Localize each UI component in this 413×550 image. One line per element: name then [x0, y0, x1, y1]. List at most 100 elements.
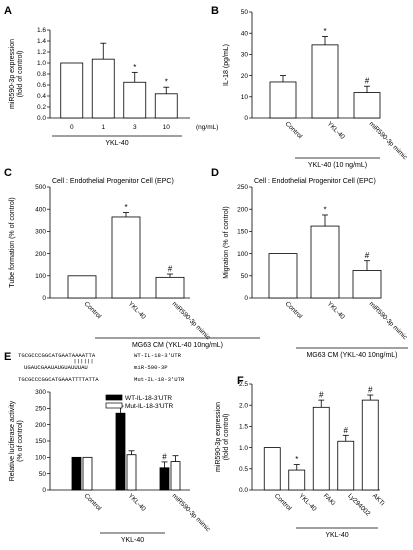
group-label: YKL-40	[105, 140, 128, 147]
y-axis-title: (fold of control)	[223, 414, 230, 461]
y-tick-label: 150	[237, 229, 248, 236]
x-tick-label: YKL-40	[326, 300, 347, 321]
x-tick-label: AKTi	[371, 492, 386, 507]
y-tick-label: 300	[35, 389, 46, 396]
y-tick-label: 30	[241, 52, 249, 59]
panel-d: D Cell : Endothelial Progenitor Cell (EPC…	[211, 167, 409, 359]
y-axis-title: IL-18 (pg/mL)	[223, 44, 230, 86]
y-tick-label: 0	[244, 115, 248, 122]
significance-mark: #	[365, 251, 370, 260]
x-tick-label: miR590-3p mimic	[171, 300, 212, 341]
x-tick-label: miR590-3p mimic	[171, 492, 212, 533]
y-tick-label: 10	[241, 94, 249, 101]
bar	[67, 275, 97, 299]
bar	[155, 276, 185, 299]
panel-e: E TGCGCCCGGCATGAATAAAATTA WT-IL-18-3'UTR UG…	[4, 351, 212, 544]
significance-mark: *	[119, 397, 122, 406]
y-tick-label: 50	[39, 471, 47, 478]
bar	[60, 62, 84, 119]
legend-label: WT-IL-18-3'UTR	[125, 395, 172, 402]
x-tick-label: 0	[70, 124, 74, 131]
y-tick-label: 1.5	[239, 424, 248, 431]
x-tick-label: 1	[101, 124, 105, 131]
bar	[288, 469, 306, 491]
y-tick-label: 1.0	[37, 60, 46, 67]
y-tick-label: 0.8	[37, 71, 46, 78]
y-tick-label: 300	[35, 229, 46, 236]
bar	[126, 454, 137, 491]
x-unit-label: (ng/mL)	[196, 124, 218, 131]
significance-mark: *	[295, 455, 298, 464]
bar	[111, 216, 141, 299]
y-tick-label: 250	[35, 406, 46, 413]
bar	[310, 225, 340, 299]
x-tick-label: miR590-3p mimic	[368, 300, 409, 341]
y-tick-label: 400	[35, 206, 46, 213]
x-tick-label: Control	[83, 300, 103, 320]
legend-swatch	[105, 394, 123, 401]
bar	[82, 456, 93, 491]
significance-mark: #	[168, 265, 173, 274]
y-tick-label: 500	[35, 184, 46, 191]
y-tick-label: 200	[35, 422, 46, 429]
bar	[263, 447, 281, 491]
y-tick-label: 200	[35, 251, 46, 258]
y-tick-label: 2.5	[239, 381, 248, 388]
y-axis-title: Migration (% of control)	[223, 206, 230, 278]
significance-mark: *	[165, 78, 168, 87]
significance-mark: #	[162, 452, 167, 461]
panel-b: B 0 10 20 30 40 50 IL-18 (pg/mL) Control * YKL-40 #…	[211, 5, 409, 169]
panel-label: D	[211, 167, 219, 179]
group-label: YKL-40 (10 ng/mL)	[308, 162, 367, 169]
bar	[115, 412, 126, 491]
bar	[353, 92, 381, 119]
bar	[170, 461, 181, 491]
y-tick-label: 20	[241, 73, 249, 80]
y-tick-label: 0.2	[37, 104, 46, 111]
legend-swatch	[105, 402, 123, 409]
x-tick-label: 10	[163, 124, 171, 131]
x-tick-label: YKL-40	[297, 492, 318, 513]
y-tick-label: 0.6	[37, 82, 46, 89]
y-tick-label: 40	[241, 30, 249, 37]
bar	[352, 270, 382, 299]
y-tick-label: 0	[42, 295, 46, 302]
bar	[361, 399, 379, 491]
y-tick-label: 0.5	[239, 466, 248, 473]
panel-label: B	[211, 5, 219, 17]
chart-title: Cell : Endothelial Progenitor Cell (EPC)	[254, 178, 376, 185]
y-tick-label: 0	[244, 295, 248, 302]
y-tick-label: 1.4	[37, 38, 46, 45]
y-tick-label: 200	[237, 206, 248, 213]
legend-label: Mut-IL-18-3'UTR	[125, 403, 174, 410]
significance-mark: #	[344, 426, 349, 435]
sequence-name: miR-590-3P	[134, 364, 168, 371]
panel-label: F	[237, 375, 244, 387]
x-tick-label: 3	[133, 124, 137, 131]
group-label: YKL-40	[121, 537, 144, 544]
sequence-line: TGCGCCCGGCATGAAATTTTATTA	[18, 376, 99, 383]
panel-f: F 0.0 0.5 1.0 1.5 2.0 2.5 miR590-3p expression(…	[215, 375, 386, 539]
panel-label: C	[4, 167, 12, 179]
y-tick-label: 2.0	[239, 402, 248, 409]
y-tick-label: 100	[237, 251, 248, 258]
bar	[71, 456, 82, 491]
bar	[268, 253, 298, 299]
x-tick-label: YKL-40	[127, 492, 148, 513]
significance-mark: *	[124, 203, 127, 212]
y-axis-title: (fold of control)	[17, 51, 24, 98]
x-tick-label: miR590-3p mimic	[368, 120, 409, 161]
significance-mark: *	[323, 205, 326, 214]
bar	[154, 93, 178, 119]
y-tick-label: 1.0	[239, 445, 248, 452]
panel-label: A	[4, 5, 12, 17]
bar	[337, 440, 355, 491]
sequence-name: WT-IL-18-3'UTR	[134, 352, 182, 359]
panel-a: A 0.0 0.2 0.4 0.6 0.8 1.0 1.2 1.4 1.6 miR590-3p ex…	[4, 5, 218, 147]
y-axis-title: Tube formation (% of control)	[9, 197, 16, 287]
x-tick-label: Ly294002	[346, 492, 371, 517]
y-tick-label: 50	[241, 9, 249, 16]
y-tick-label: 100	[35, 273, 46, 280]
bar	[159, 467, 170, 491]
